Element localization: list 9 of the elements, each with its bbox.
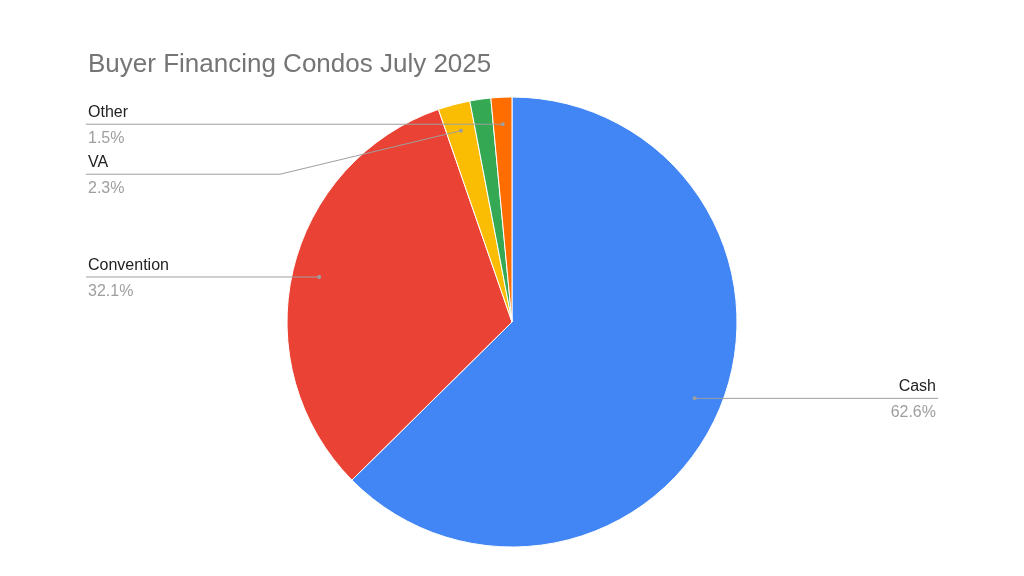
slice-label: Convention — [88, 255, 169, 273]
data-label: 1.5% — [88, 129, 125, 147]
data-label: 32.1% — [88, 281, 134, 299]
slice-label: Other — [88, 103, 129, 121]
chart-title: Buyer Financing Condos July 2025 — [88, 48, 492, 78]
data-label: 2.3% — [88, 179, 125, 197]
slice-label: Cash — [898, 377, 936, 395]
data-label: 62.6% — [890, 403, 936, 421]
slice-label: VA — [88, 153, 109, 171]
